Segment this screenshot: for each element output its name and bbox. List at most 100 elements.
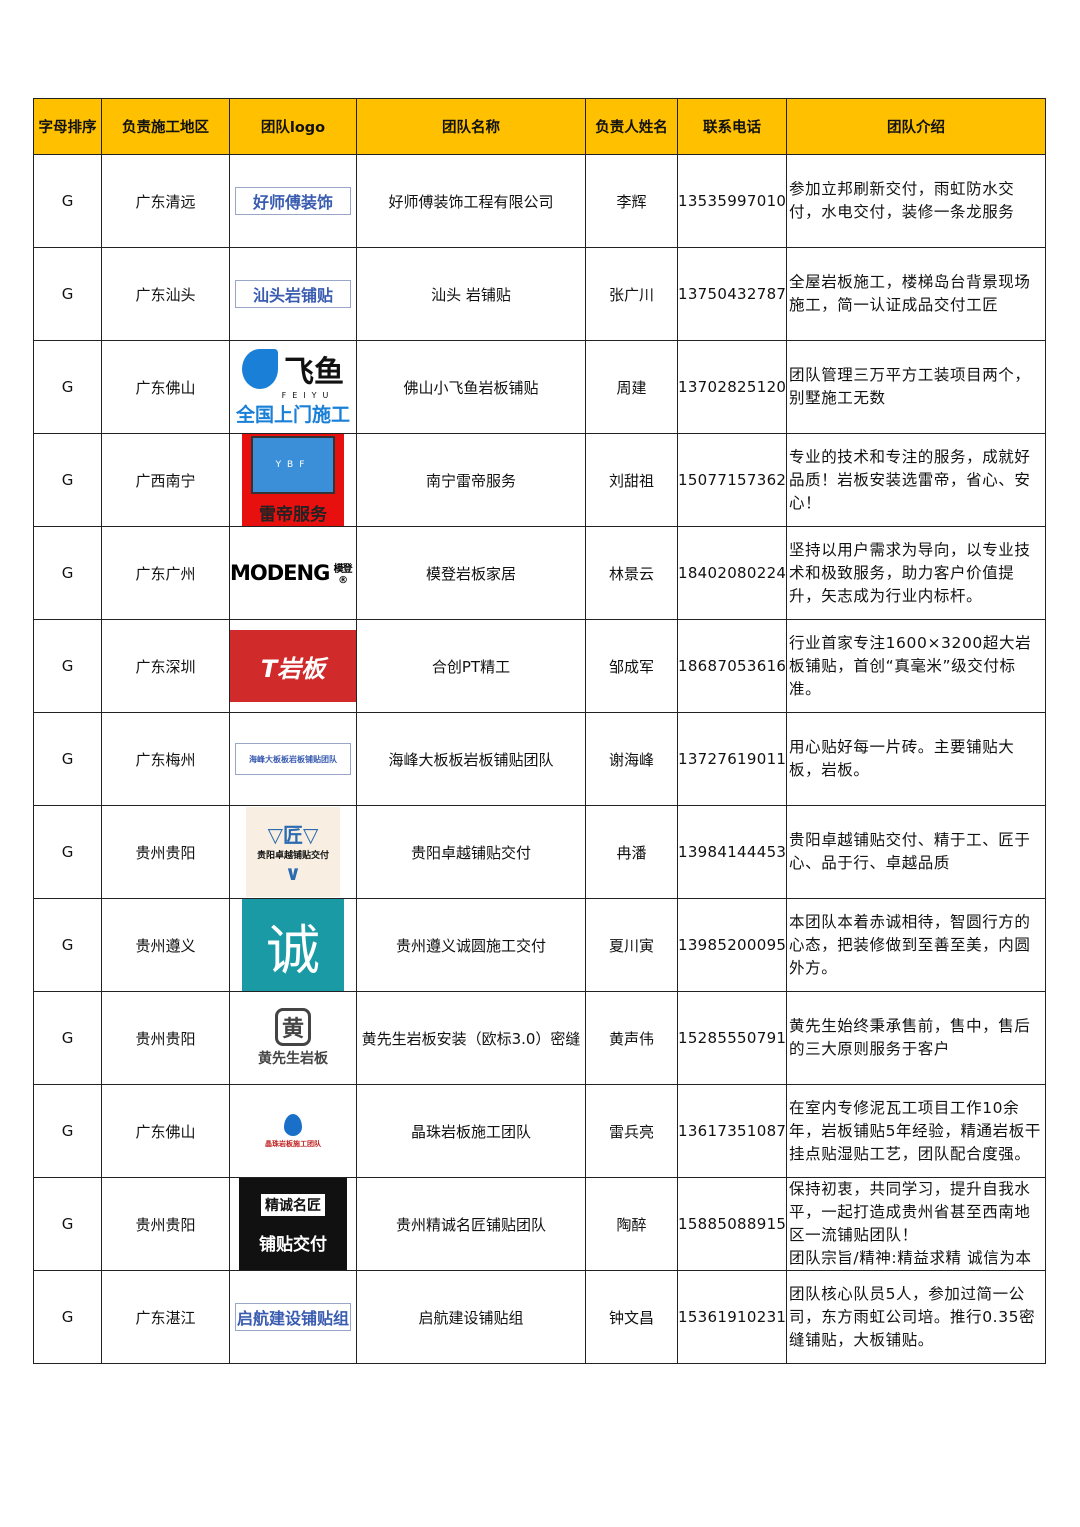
cell-team: 黄先生岩板安装（欧标3.0）密缝 [356,991,586,1085]
cell-phone: 15361910231 [677,1270,787,1364]
cell-region: 广东佛山 [101,1084,230,1178]
cell-letter: G [33,712,102,806]
cell-region: 广东湛江 [101,1270,230,1364]
header-team: 团队名称 [356,98,586,155]
header-sort: 字母排序 [33,98,102,155]
cell-logo: 飞鱼 FEIYU 全国上门施工 [229,340,357,434]
cell-phone: 13617351087 [677,1084,787,1178]
cell-region: 广东汕头 [101,247,230,341]
cell-phone: 13985200095 [677,898,787,992]
cell-team: 汕头 岩铺贴 [356,247,586,341]
cell-intro: 在室内专修泥瓦工项目工作10余年，岩板铺贴5年经验，精通岩板干挂点贴湿贴工艺，团… [786,1084,1046,1178]
table-row: G 广东佛山 飞鱼 FEIYU 全国上门施工 佛山小飞鱼岩板铺贴 周建 13702825120… [33,340,1046,434]
cell-leader: 黄声伟 [585,991,678,1085]
cell-phone: 13702825120 [677,340,787,434]
cell-logo: 海峰大板板岩板铺贴团队 [229,712,357,806]
table-row: G 广东清远 好师傅装饰 好师傅装饰工程有限公司 李辉 13535997010 参加立邦刷新… [33,154,1046,248]
cell-logo: 汕头岩铺贴 [229,247,357,341]
cell-intro: 贵阳卓越铺贴交付、精于工、匠于心、品于行、卓越品质 [786,805,1046,899]
cell-intro: 团队核心队员5人，参加过简一公司，东方雨虹公司培。推行0.35密缝铺贴，大板铺贴… [786,1270,1046,1364]
cell-logo: 黄黄先生岩板 [229,991,357,1085]
team-logo: 诚 [242,899,344,991]
cell-letter: G [33,340,102,434]
header-phone: 联系电话 [677,98,787,155]
cell-region: 广西南宁 [101,433,230,527]
header-intro: 团队介绍 [786,98,1046,155]
cell-team: 贵州遵义诚圆施工交付 [356,898,586,992]
team-logo: 黄黄先生岩板 [231,1008,356,1068]
header-leader: 负责人姓名 [585,98,678,155]
cell-region: 广东佛山 [101,340,230,434]
cell-team: 模登岩板家居 [356,526,586,620]
table-row: G 广东湛江 启航建设铺贴组 启航建设铺贴组 钟文昌 15361910231 团队核心队员5… [33,1270,1046,1364]
cell-letter: G [33,991,102,1085]
cell-phone: 13727619011 [677,712,787,806]
cell-leader: 刘甜祖 [585,433,678,527]
cell-intro: 全屋岩板施工，楼梯岛台背景现场施工，简一认证成品交付工匠 [786,247,1046,341]
team-logo: T岩板 [230,630,356,702]
cell-logo: 好师傅装饰 [229,154,357,248]
logo-text: 好师傅装饰 [252,193,333,212]
cell-intro: 用心贴好每一片砖。主要铺贴大板，岩板。 [786,712,1046,806]
logo-text: 启航建设铺贴组 [236,1309,349,1328]
cell-letter: G [33,1177,102,1271]
cell-intro: 参加立邦刷新交付，雨虹防水交付，水电交付，装修一条龙服务 [786,154,1046,248]
cell-team: 南宁雷帝服务 [356,433,586,527]
cell-phone: 18402080224 [677,526,787,620]
cell-team: 启航建设铺贴组 [356,1270,586,1364]
header-region: 负责施工地区 [101,98,230,155]
table-row: G 贵州贵阳 ▽匠▽ 贵阳卓越铺贴交付 ∨ 贵阳卓越铺贴交付 冉潘 13984144453 贵阳… [33,805,1046,899]
cell-phone: 13535997010 [677,154,787,248]
team-logo: 精诚名匠 铺贴交付 [239,1178,347,1270]
cell-leader: 陶醉 [585,1177,678,1271]
cell-team: 海峰大板板岩板铺贴团队 [356,712,586,806]
cell-intro: 行业首家专注1600×3200超大岩板铺贴，首创“真毫米”级交付标准。 [786,619,1046,713]
team-logo: 飞鱼 FEIYU 全国上门施工 [232,343,354,431]
team-logo: 晶珠岩板施工团队 [231,1113,356,1149]
cell-phone: 13984144453 [677,805,787,899]
table-row: G 贵州贵阳黄黄先生岩板 黄先生岩板安装（欧标3.0）密缝 黄声伟 1528555079… [33,991,1046,1085]
cell-leader: 夏川寅 [585,898,678,992]
team-logo: 好师傅装饰 [235,187,351,215]
cell-letter: G [33,1084,102,1178]
table-row: G 广东梅州 海峰大板板岩板铺贴团队 海峰大板板岩板铺贴团队 谢海峰 1372761901… [33,712,1046,806]
water-drop-icon [284,1113,302,1136]
cell-region: 广东梅州 [101,712,230,806]
cell-logo: 精诚名匠 铺贴交付 [229,1177,357,1271]
cell-logo: ▽匠▽ 贵阳卓越铺贴交付 ∨ [229,805,357,899]
cell-leader: 李辉 [585,154,678,248]
cell-leader: 谢海峰 [585,712,678,806]
cell-phone: 15077157362 [677,433,787,527]
cell-team: 好师傅装饰工程有限公司 [356,154,586,248]
cell-region: 贵州贵阳 [101,1177,230,1271]
cell-logo: 启航建设铺贴组 [229,1270,357,1364]
cell-letter: G [33,619,102,713]
cell-intro: 团队管理三万平方工装项目两个，别墅施工无数 [786,340,1046,434]
team-logo: ▽匠▽ 贵阳卓越铺贴交付 ∨ [246,807,340,897]
header-logo: 团队logo [229,98,357,155]
team-logo: 海峰大板板岩板铺贴团队 [235,743,351,775]
table-row: G 广东佛山 晶珠岩板施工团队 晶珠岩板施工团队 雷兵亮 13617351087 在室内专修… [33,1084,1046,1178]
cell-team: 贵州精诚名匠铺贴团队 [356,1177,586,1271]
cell-logo: YBF 雷帝服务 [229,433,357,527]
header-row: 字母排序 负责施工地区 团队logo 团队名称 负责人姓名 联系电话 团队介绍 [33,98,1046,155]
cell-region: 贵州贵阳 [101,805,230,899]
cell-region: 广东广州 [101,526,230,620]
cell-leader: 雷兵亮 [585,1084,678,1178]
cell-letter: G [33,526,102,620]
table-row: G 贵州贵阳 精诚名匠 铺贴交付 贵州精诚名匠铺贴团队 陶醉 15885088915 保持初衷… [33,1177,1046,1271]
cell-logo: 晶珠岩板施工团队 [229,1084,357,1178]
cell-region: 贵州遵义 [101,898,230,992]
cell-logo: MODENG 模登® [229,526,357,620]
cell-phone: 15285550791 [677,991,787,1085]
cell-letter: G [33,898,102,992]
cell-intro: 坚持以用户需求为导向，以专业技术和极致服务，助力客户价值提升，矢志成为行业内标杆… [786,526,1046,620]
fish-icon [242,349,278,389]
cell-leader: 张广川 [585,247,678,341]
cell-team: 贵阳卓越铺贴交付 [356,805,586,899]
cell-letter: G [33,247,102,341]
table-row: G 贵州遵义诚贵州遵义诚圆施工交付 夏川寅 13985200095 本团队本着赤诚相待，… [33,898,1046,992]
cell-leader: 邹成军 [585,619,678,713]
table-row: G 广东深圳 T岩板 合创PT精工 邹成军 18687053616 行业首家专注1600×3… [33,619,1046,713]
cell-letter: G [33,433,102,527]
